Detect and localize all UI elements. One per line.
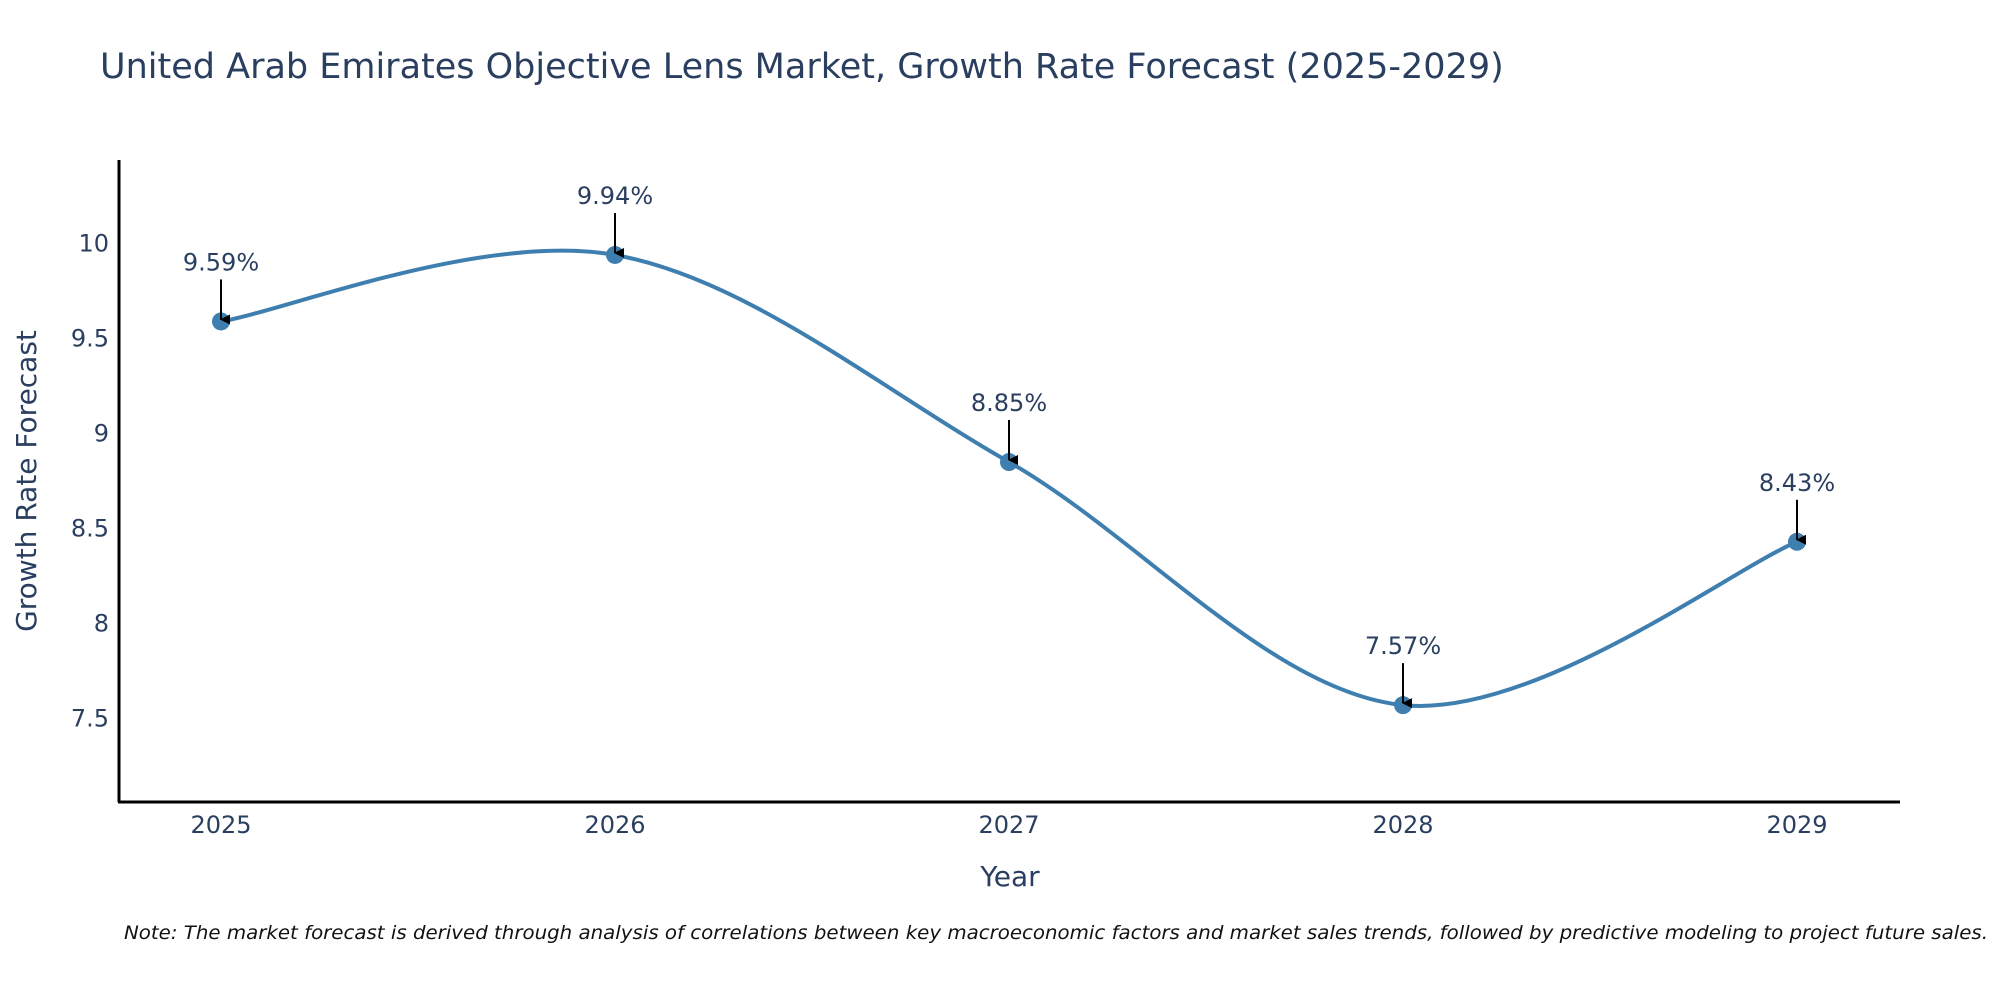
y-axis-title: Growth Rate Forecast xyxy=(10,330,43,632)
data-label: 8.85% xyxy=(971,389,1047,417)
x-tick-labels: 2025 2026 2027 2028 2029 xyxy=(190,811,1827,839)
forecast-note: Note: The market forecast is derived thr… xyxy=(124,922,1988,944)
growth-rate-line xyxy=(220,248,1798,708)
x-tick-label: 2025 xyxy=(190,811,251,839)
x-tick-label: 2028 xyxy=(1372,811,1433,839)
x-tick-label: 2029 xyxy=(1766,811,1827,839)
y-tick-label: 10 xyxy=(78,230,109,258)
x-axis-title: Year xyxy=(979,860,1040,893)
chart-title: United Arab Emirates Objective Lens Mark… xyxy=(100,47,1504,87)
y-tick-labels: 7.5 8 8.5 9 9.5 10 xyxy=(71,230,109,733)
data-label: 8.43% xyxy=(1759,469,1835,497)
data-label: 7.57% xyxy=(1365,632,1441,660)
y-tick-label: 9.5 xyxy=(71,325,109,353)
y-tick-label: 7.5 xyxy=(71,704,109,732)
y-tick-label: 9 xyxy=(94,420,109,448)
data-annotations: 9.59% 9.94% 8.85% 7.57% 8.43% xyxy=(183,182,1835,709)
x-tick-label: 2027 xyxy=(978,811,1039,839)
data-label: 9.59% xyxy=(183,248,259,276)
y-tick-label: 8 xyxy=(94,609,109,637)
data-label: 9.94% xyxy=(577,182,653,210)
y-tick-label: 8.5 xyxy=(71,514,109,542)
x-tick-label: 2026 xyxy=(584,811,645,839)
data-markers xyxy=(212,245,1806,715)
